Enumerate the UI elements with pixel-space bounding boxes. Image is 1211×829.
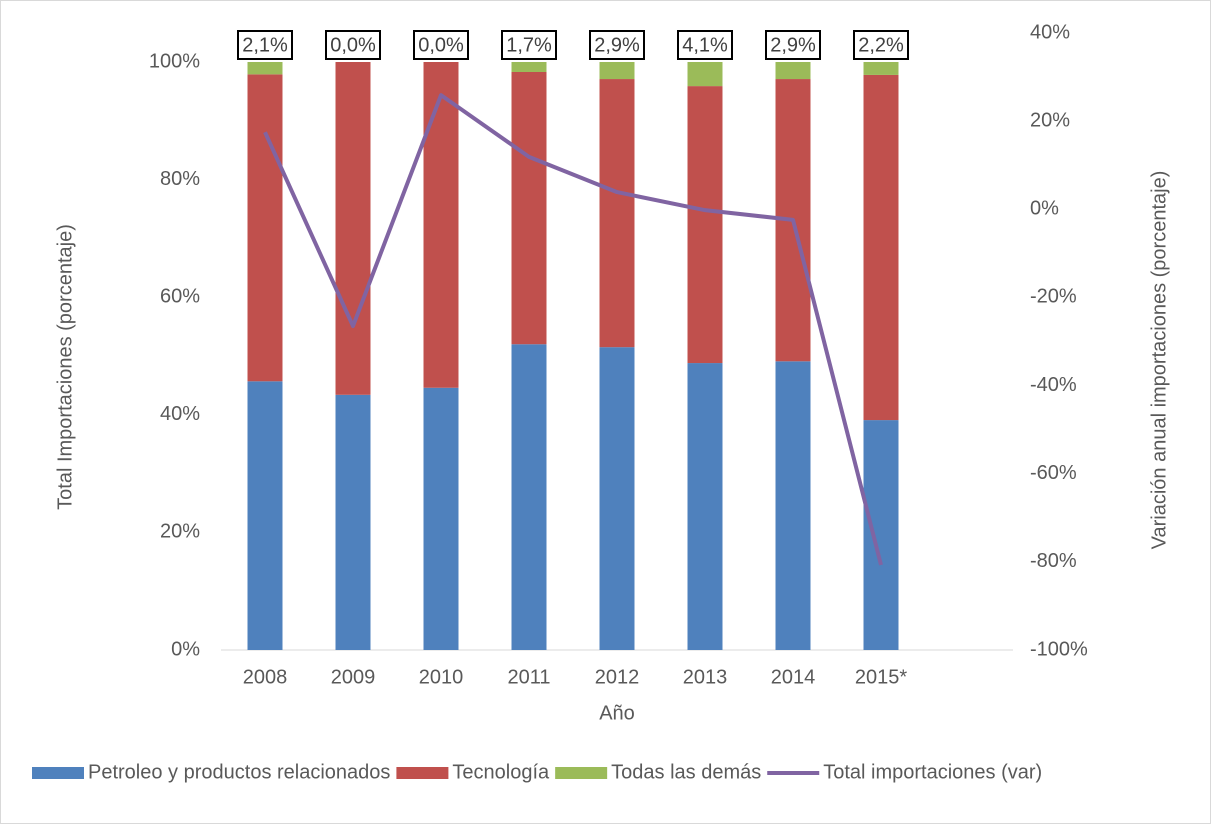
- x-tick-label: 2010: [419, 666, 464, 688]
- bar-segment: [599, 79, 635, 348]
- x-tick-label: 2012: [595, 666, 640, 688]
- bar-segment: [687, 363, 723, 650]
- y-tick-label: 100%: [149, 50, 200, 72]
- legend-swatch: [555, 767, 608, 779]
- legend-label: Total importaciones (var): [823, 761, 1042, 783]
- y2-axis-title: Variación anual importaciones (porcentaj…: [1148, 171, 1170, 550]
- line-series: [263, 93, 883, 566]
- data-label-box: [765, 30, 821, 60]
- data-label: 0,0%: [330, 34, 376, 56]
- x-tick-label: 2008: [243, 666, 288, 688]
- bar-segment: [511, 62, 547, 72]
- legend-label: Tecnología: [452, 761, 550, 783]
- y-tick-label: 0%: [171, 638, 200, 660]
- bar-segment: [247, 381, 283, 650]
- data-label: 2,9%: [594, 34, 640, 56]
- legend-label: Todas las demás: [611, 761, 761, 783]
- data-label-box: [677, 30, 733, 60]
- bar-segment: [863, 420, 899, 650]
- x-tick-label: 2013: [683, 666, 728, 688]
- bar-segment: [511, 71, 547, 345]
- data-label-box: [853, 30, 909, 60]
- bar-segment: [863, 74, 899, 421]
- x-tick-label: 2011: [507, 666, 550, 688]
- bar-segment: [599, 347, 635, 650]
- bar-segment: [335, 394, 371, 650]
- y-tick-label: 20%: [160, 521, 200, 543]
- x-axis-title: Año: [599, 702, 635, 724]
- data-label-box: [325, 30, 381, 60]
- bar-segment: [599, 62, 635, 80]
- bar-segment: [335, 62, 371, 395]
- bar-segment: [511, 344, 547, 650]
- bar-segment: [863, 62, 899, 75]
- bar-segment: [247, 62, 283, 75]
- y2-tick-label: -100%: [1030, 638, 1088, 660]
- x-tick-label: 2009: [331, 666, 376, 688]
- y-tick-label: 40%: [160, 403, 200, 425]
- x-tick-label: 2015*: [855, 666, 907, 688]
- bar-segment: [687, 62, 723, 87]
- legend-swatch: [32, 767, 84, 779]
- y2-tick-label: -60%: [1030, 462, 1077, 484]
- bar-segment: [775, 62, 811, 80]
- bar-segment: [247, 74, 283, 382]
- data-label: 1,7%: [506, 34, 552, 56]
- data-label-box: [501, 30, 557, 60]
- data-label-box: [589, 30, 645, 60]
- y2-tick-label: 0%: [1030, 198, 1059, 220]
- y2-tick-label: -20%: [1030, 286, 1077, 308]
- data-label: 2,9%: [770, 34, 816, 56]
- data-label: 0,0%: [418, 34, 464, 56]
- bar-segment: [423, 62, 459, 388]
- y-tick-label: 60%: [160, 285, 200, 307]
- data-label-box: [413, 30, 469, 60]
- y2-tick-label: -80%: [1030, 550, 1077, 572]
- y2-tick-label: -40%: [1030, 374, 1077, 396]
- bar-segment: [775, 361, 811, 650]
- legend-label: Petroleo y productos relacionados: [88, 761, 390, 783]
- bar-segment: [423, 387, 459, 650]
- y-axis-title: Total Importaciones (porcentaje): [54, 224, 76, 510]
- data-label: 2,2%: [858, 34, 904, 56]
- y-tick-label: 80%: [160, 168, 200, 190]
- y2-tick-label: 40%: [1030, 21, 1070, 43]
- y2-tick-label: 20%: [1030, 109, 1070, 131]
- data-label-box: [237, 30, 293, 60]
- x-tick-label: 2014: [771, 666, 816, 688]
- data-label: 4,1%: [682, 34, 728, 56]
- legend-swatch: [396, 767, 449, 779]
- data-label: 2,1%: [242, 34, 288, 56]
- bar-segment: [687, 86, 723, 364]
